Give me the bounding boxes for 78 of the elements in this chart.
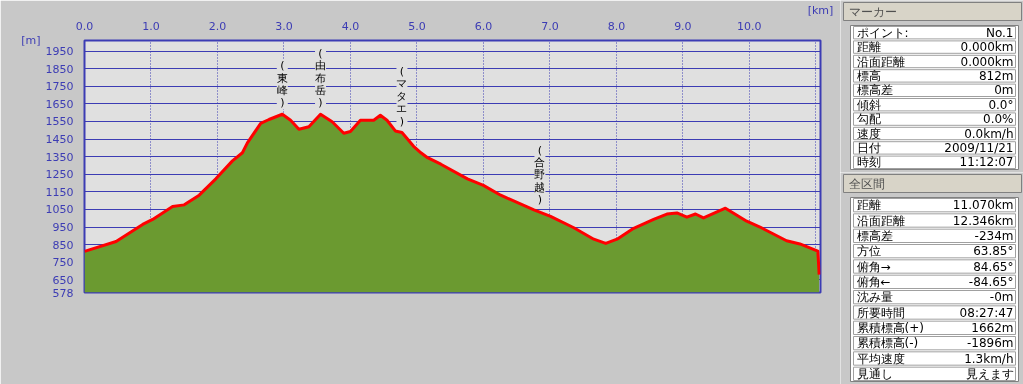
y-tick-label: 1650 (45, 97, 74, 111)
text: 63.85° (973, 244, 1014, 259)
text: 2009/11/21 (944, 140, 1014, 155)
y-tick-label: 1750 (45, 80, 74, 94)
text: 12.346km (952, 213, 1014, 228)
y-tick-label: 1150 (45, 185, 74, 199)
text: 11.070km (952, 198, 1014, 213)
text: 11:12:07 (959, 155, 1014, 170)
x-tick-label: 5.0 (408, 19, 426, 33)
annotation: (東峰) (276, 59, 288, 110)
text: -84.65° (968, 274, 1014, 289)
text: 距離 (856, 198, 881, 213)
text: 標高差 (856, 228, 893, 243)
text: 84.65° (973, 259, 1014, 274)
text: 勾配 (856, 112, 881, 127)
text: 0.0% (983, 112, 1014, 127)
text: 0.000km (960, 54, 1014, 69)
text: マーカー (848, 4, 897, 19)
y-axis-title: [m] (21, 34, 41, 47)
text: -234m (974, 228, 1014, 243)
text: 沈み量 (856, 290, 893, 305)
text: 0m (994, 83, 1014, 98)
text: 俯角→ (856, 259, 891, 274)
y-tick-label: 1050 (45, 203, 74, 217)
y-tick-label: 1550 (45, 115, 74, 129)
text: No.1 (985, 25, 1014, 40)
text: 累積標高(+) (856, 320, 924, 335)
text: 沿面距離 (856, 213, 905, 228)
x-tick-label: 6.0 (474, 19, 493, 33)
text: 1662m (971, 320, 1014, 335)
x-tick-label: 2.0 (208, 19, 227, 33)
y-tick-label: 1350 (45, 150, 74, 164)
x-tick-label: 0.0 (75, 19, 94, 33)
x-tick-label: 7.0 (541, 19, 559, 33)
y-tick-label: 650 (52, 273, 74, 287)
y-tick-label: 1450 (45, 133, 74, 147)
text: 日付 (856, 140, 881, 155)
x-tick-label: 9.0 (674, 19, 692, 33)
x-tick-label: 10.0 (737, 19, 762, 33)
y-tick-label: 578 (52, 286, 74, 300)
text: 俯角← (856, 274, 891, 289)
y-tick-label: 1950 (45, 45, 74, 59)
x-tick-label: 4.0 (341, 19, 360, 33)
text: 全区間 (848, 176, 885, 191)
y-tick-label: 750 (52, 256, 74, 270)
text: 標高差 (856, 83, 893, 98)
text: 所要時間 (856, 305, 905, 320)
text: 平均速度 (856, 351, 905, 366)
text: -0m (989, 290, 1014, 305)
y-tick-label: 850 (52, 238, 74, 252)
text: 距離 (856, 40, 881, 55)
text: 0.0km/h (964, 126, 1014, 141)
text: 0.0° (988, 97, 1014, 112)
text: 見えます (965, 366, 1014, 381)
text: 見通し (856, 366, 893, 381)
x-tick-label: 1.0 (142, 19, 160, 33)
text: 標高 (856, 68, 881, 83)
text: 速度 (856, 126, 881, 141)
x-tick-label: 8.0 (607, 19, 626, 33)
text: 1.3km/h (964, 351, 1014, 366)
text: 方位 (856, 244, 881, 259)
annotation: (マタエ) (396, 65, 408, 128)
y-tick-label: 950 (52, 221, 74, 235)
y-tick-label: 1850 (45, 62, 74, 76)
y-tick-label: 1250 (45, 168, 74, 182)
x-tick-label: 3.0 (275, 19, 293, 33)
text: ポイント: (856, 25, 909, 40)
text: 傾斜 (856, 97, 881, 112)
text: 0.000km (960, 40, 1014, 55)
annotation: (合野越) (534, 143, 546, 207)
annotation: (由布岳) (315, 46, 327, 110)
text: 沿面距離 (856, 54, 905, 69)
text: -1896m (966, 336, 1014, 351)
text: 812m (978, 68, 1014, 83)
text: 累積標高(-) (856, 336, 919, 351)
text: 時刻 (856, 155, 881, 170)
text: 08:27:47 (959, 305, 1014, 320)
x-axis-title: [km] (807, 3, 834, 17)
